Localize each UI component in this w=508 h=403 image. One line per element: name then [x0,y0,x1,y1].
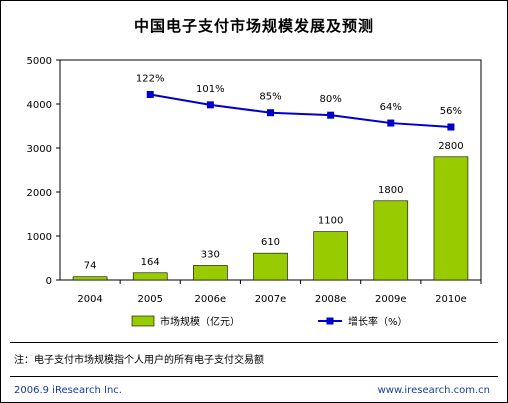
note-divider [10,342,498,343]
y-tick-label: 2000 [27,188,52,199]
x-tick-label: 2007e [255,294,287,305]
x-tick-label: 2004 [77,294,102,305]
legend-line-label: 增长率（%） [348,315,408,328]
bar-value-label: 1100 [318,216,343,227]
bar [72,276,108,281]
legend-line-marker [326,317,334,325]
y-tick-label: 1000 [27,232,52,243]
growth-rate-line [150,93,451,129]
bar-value-label: 164 [141,257,160,268]
bar-value-label: 2800 [438,141,463,152]
y-tick-label: 0 [46,276,52,287]
bar [132,272,168,281]
growth-rate-label: 64% [380,102,402,113]
growth-rate-label: 122% [136,73,165,84]
footer-copyright: 2006.9 iResearch Inc. [14,385,122,396]
growth-rate-marker [447,123,455,131]
growth-rate-marker [267,109,274,117]
bar-value-label: 330 [201,249,220,260]
growth-rate-label: 80% [320,94,342,105]
bar [253,252,288,281]
y-tick-label: 5000 [27,56,52,67]
x-tick-label: 2006e [195,294,227,305]
growth-rate-label: 85% [259,92,281,103]
bar [373,200,409,281]
x-tick-label: 2009e [375,294,407,305]
footer-divider [10,376,498,377]
x-tick-label: 2008e [315,294,347,305]
bar [433,156,469,281]
bar [313,231,348,281]
legend-bar-label: 市场规模（亿元） [160,315,240,328]
y-tick-label: 4000 [27,100,52,111]
bar-value-label: 610 [261,237,280,248]
plot-area [59,59,482,281]
growth-rate-label: 101% [196,84,225,95]
x-tick-label: 2005 [137,294,162,305]
growth-rate-marker [387,119,395,127]
chart-canvas: 0 1000 2000 3000 4000 5000 74 2004 164 2005 330 200… [27,56,482,328]
y-tick-label: 3000 [27,144,52,155]
footer-website: www.iresearch.com.cn [377,385,490,396]
chart-title: 中国电子支付市场规模发展及预测 [133,17,374,35]
bar [193,265,228,281]
bar-value-label: 1800 [378,185,403,196]
x-tick-label: 2010e [435,294,467,305]
growth-rate-label: 56% [440,106,462,117]
growth-rate-marker [327,111,335,119]
legend-bar-swatch [131,315,155,327]
bar-value-label: 74 [84,261,97,272]
growth-rate-marker [146,90,154,98]
chart-note: 注：电子支付市场规模指个人用户的所有电子支付交易额 [14,355,264,366]
growth-rate-marker [206,101,214,109]
